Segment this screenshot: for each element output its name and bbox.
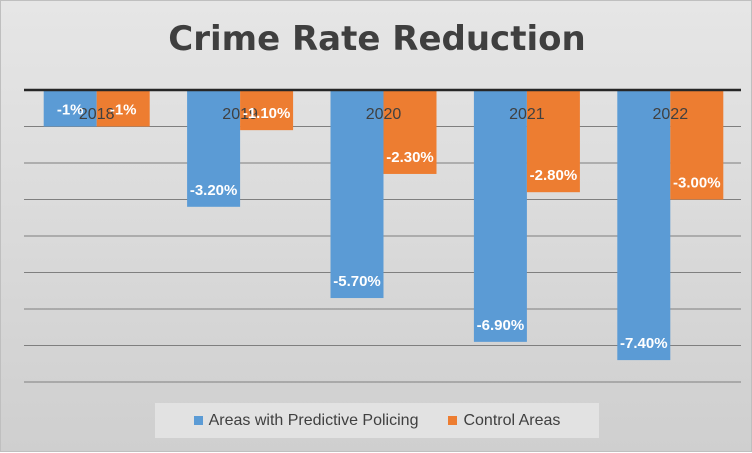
bar-control [383, 90, 437, 174]
bar-control [526, 90, 580, 193]
bar-control [240, 90, 294, 131]
data-label: -5.70% [333, 273, 381, 290]
legend-label-control: Control Areas [463, 411, 561, 429]
data-label: -7.40% [620, 335, 668, 352]
bar-control [670, 90, 724, 200]
data-label: -1.10% [243, 105, 291, 122]
chart-title: Crime Rate Reduction [168, 19, 586, 59]
data-label: -1% [110, 102, 137, 119]
bar-control [96, 90, 150, 127]
bar-predictive [330, 90, 384, 299]
data-label: -3.20% [190, 182, 238, 199]
legend-item-predictive: Areas with Predictive Policing [193, 411, 419, 430]
legend-swatch-predictive [193, 416, 203, 425]
data-label: -3.00% [673, 175, 721, 192]
legend-swatch-control [448, 416, 458, 425]
category-label: 2018 [79, 106, 115, 123]
legend: Areas with Predictive Policing Control A… [155, 403, 599, 438]
category-label: 2020 [366, 106, 402, 123]
bar-predictive [187, 90, 241, 207]
legend-item-control: Control Areas [448, 412, 560, 430]
bar-predictive [617, 90, 671, 361]
data-label: -2.30% [386, 149, 434, 166]
category-label: 2021 [509, 106, 545, 123]
data-label: -1% [57, 102, 84, 119]
legend-label-predictive: Areas with Predictive Policing [208, 411, 419, 429]
category-label: 2022 [653, 106, 689, 123]
bar-predictive [43, 90, 97, 127]
data-label: -6.90% [477, 317, 525, 334]
bar-predictive [473, 90, 527, 342]
data-label: -2.80% [530, 167, 578, 184]
category-label: 2019 [222, 106, 258, 123]
